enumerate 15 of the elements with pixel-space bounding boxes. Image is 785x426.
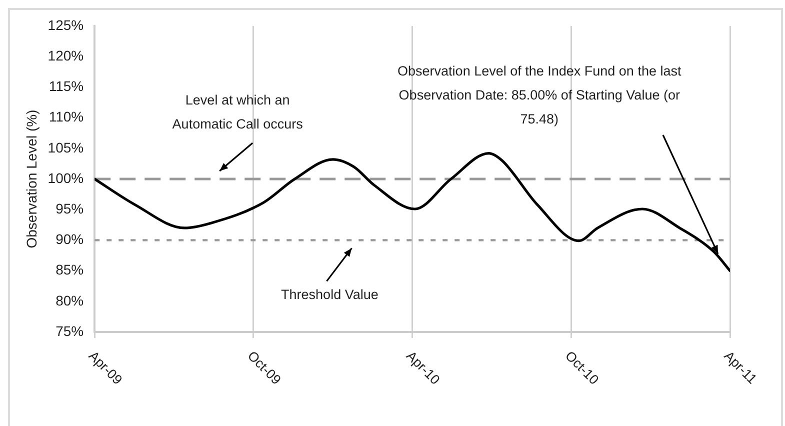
y-axis-title: Observation Level (%) bbox=[23, 110, 40, 248]
y-tick-label: 115% bbox=[48, 78, 84, 94]
y-tick-label: 120% bbox=[48, 47, 84, 64]
y-tick-label: 85% bbox=[56, 262, 84, 278]
y-tick-label: 90% bbox=[56, 231, 84, 248]
ref-line-label: Threshold Value bbox=[281, 286, 378, 302]
y-tick-label: 100% bbox=[48, 170, 84, 186]
y-tick-label: 105% bbox=[48, 139, 84, 156]
ref-line-label: Level at which an Automatic Call occurs bbox=[172, 92, 304, 132]
annotation: Observation Level of the Index Fund on the last Observation Date: 85.00% of Starting Value (or 75.48) bbox=[398, 64, 682, 127]
y-tick-label: 75% bbox=[56, 322, 84, 339]
y-tick-label: 80% bbox=[56, 292, 84, 308]
y-tick-label: 110% bbox=[48, 108, 84, 125]
y-tick-label: 95% bbox=[56, 200, 84, 216]
y-tick-label: 125% bbox=[48, 16, 84, 33]
